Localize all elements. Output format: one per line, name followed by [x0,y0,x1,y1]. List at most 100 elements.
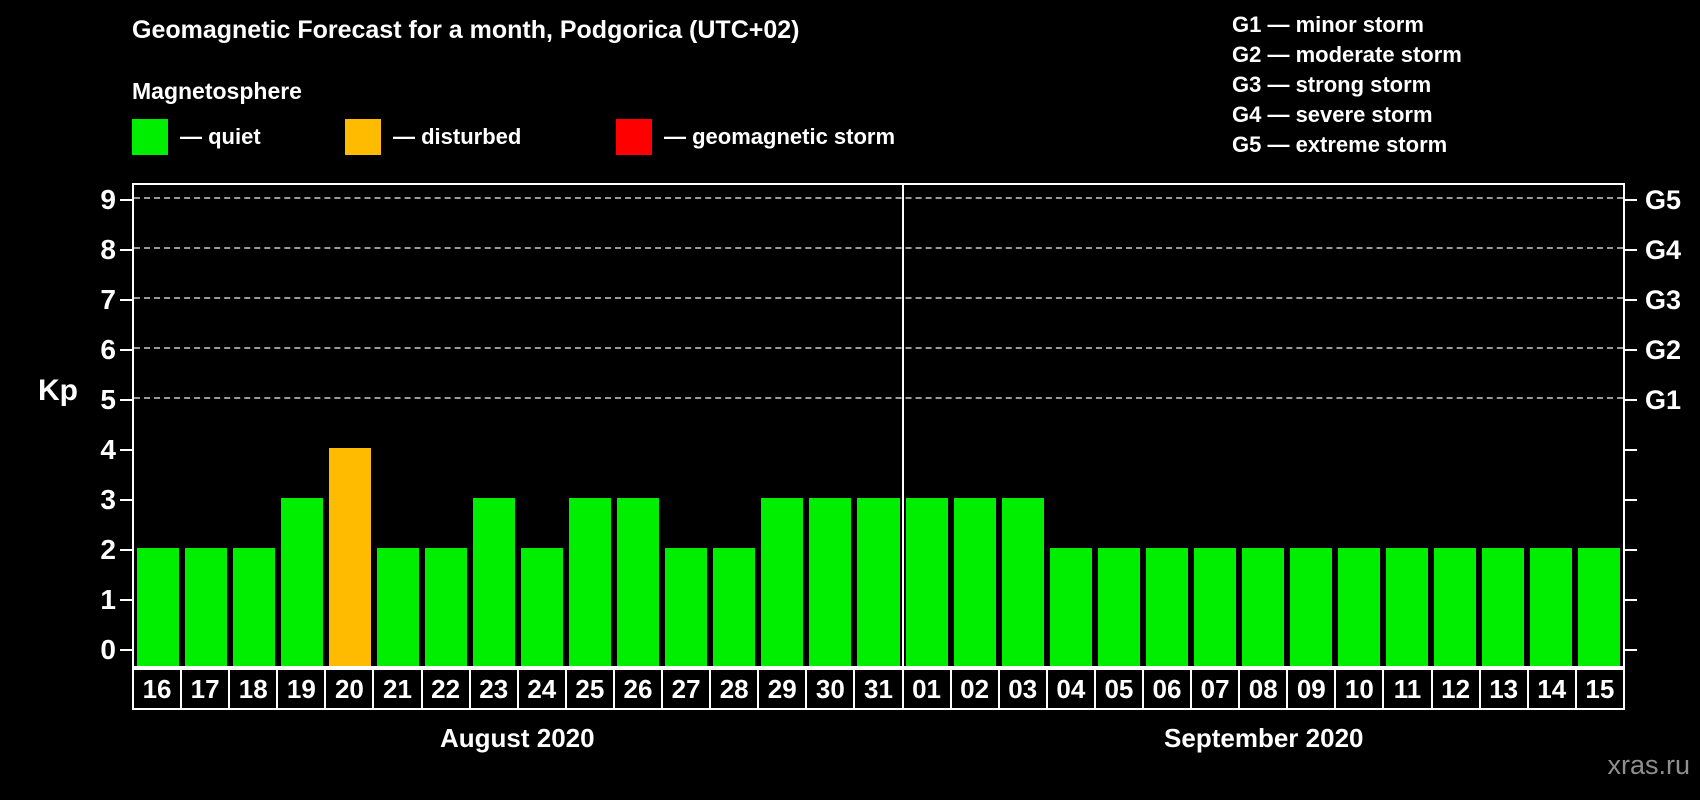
day-label-21: 21 [372,668,423,710]
day-label-19: 19 [276,668,327,710]
day-axis-row: 16 17 18 19 20 21 22 23 24 25 26 27 28 29 30 31 01 02 03 04… [132,668,1625,710]
month-axis-row: August 2020 September 2020 [132,716,1625,760]
kp-bar-september-08 [1241,548,1284,666]
kp-bar-august-28 [713,548,756,666]
bar-slot [1527,185,1575,666]
month-label-september: September 2020 [1164,723,1364,753]
left-tick-kp-7 [120,299,132,301]
y-tick-label-7: 7 [100,284,116,315]
kp-bar-august-17 [185,548,228,666]
day-label-15: 15 [1574,668,1625,710]
bar-slot [230,185,278,666]
kp-bar-august-23 [473,498,516,666]
day-label-02: 02 [949,668,1000,710]
bar-slot [1191,185,1239,666]
bar-slot [903,185,951,666]
y-axis-title: Kp [38,374,78,407]
gridline-kp-5 [134,397,1623,399]
kp-bar-august-30 [809,498,852,666]
day-label-22: 22 [420,668,471,710]
bar-slot [758,185,806,666]
day-label-30: 30 [805,668,856,710]
gridline-kp-6 [134,347,1623,349]
y-tick-label-8: 8 [100,234,116,265]
gridline-kp-9 [134,197,1623,199]
day-label-17: 17 [180,668,231,710]
left-tick-kp-2 [120,549,132,551]
right-axis-label-g4: G4 [1645,235,1682,265]
day-label-03: 03 [997,668,1048,710]
right-axis-label-g2: G2 [1645,335,1682,365]
bar-slot [1383,185,1431,666]
right-tick-kp-8 [1625,249,1637,251]
left-tick-kp-5 [120,399,132,401]
left-tick-kp-1 [120,599,132,601]
day-label-23: 23 [468,668,519,710]
y-tick-label-1: 1 [100,584,116,615]
bar-slot [374,185,422,666]
right-tick-kp-1 [1625,599,1637,601]
y-tick-label-9: 9 [100,184,116,215]
bar-slot [662,185,710,666]
g-legend-line-g1: G1 — minor storm [1232,12,1424,37]
kp-bar-september-09 [1289,548,1332,666]
bar-slot [470,185,518,666]
g-legend-line-g5: G5 — extreme storm [1232,132,1448,157]
storm-color-swatch [616,119,652,155]
quiet-color-swatch [132,119,168,155]
kp-bar-september-03 [1001,498,1044,666]
kp-bar-september-07 [1193,548,1236,666]
kp-bar-september-14 [1529,548,1572,666]
bar-slot [854,185,902,666]
left-tick-kp-6 [120,349,132,351]
kp-bar-august-29 [761,498,804,666]
bar-slot [710,185,758,666]
day-label-08: 08 [1238,668,1289,710]
y-tick-label-5: 5 [100,384,116,415]
bar-slot [614,185,662,666]
bars-container [134,185,1623,666]
y-tick-label-4: 4 [100,434,116,465]
right-axis-label-g1: G1 [1645,385,1682,415]
right-tick-kp-4 [1625,449,1637,451]
day-label-28: 28 [709,668,760,710]
legend-item-storm: — geomagnetic storm [616,118,895,156]
left-tick-kp-3 [120,499,132,501]
day-label-25: 25 [564,668,615,710]
day-label-13: 13 [1478,668,1529,710]
bar-slot [951,185,999,666]
gridline-kp-8 [134,247,1623,249]
day-label-16: 16 [132,668,183,710]
y-tick-label-0: 0 [100,634,116,665]
bar-slot [566,185,614,666]
month-separator-line [901,185,904,666]
day-label-01: 01 [901,668,952,710]
bar-slot [999,185,1047,666]
bar-slot [1143,185,1191,666]
gridline-kp-7 [134,297,1623,299]
bar-slot [1575,185,1623,666]
day-label-09: 09 [1286,668,1337,710]
day-label-05: 05 [1093,668,1144,710]
day-label-18: 18 [228,668,279,710]
day-label-04: 04 [1045,668,1096,710]
left-tick-kp-9 [120,199,132,201]
kp-bar-september-10 [1337,548,1380,666]
xras-watermark-link[interactable]: xras.ru [1607,750,1690,780]
right-axis-label-g3: G3 [1645,285,1682,315]
day-label-27: 27 [661,668,712,710]
day-label-10: 10 [1334,668,1385,710]
legend-item-quiet: — quiet [132,118,261,156]
kp-bar-august-25 [569,498,612,666]
month-label-august: August 2020 [439,723,595,753]
bar-slot [1047,185,1095,666]
bar-slot [1239,185,1287,666]
right-tick-kp-2 [1625,549,1637,551]
kp-bar-september-05 [1097,548,1140,666]
day-label-06: 06 [1141,668,1193,710]
kp-bar-august-31 [857,498,900,666]
day-label-14: 14 [1526,668,1577,710]
bar-slot [278,185,326,666]
left-tick-kp-0 [120,649,132,651]
